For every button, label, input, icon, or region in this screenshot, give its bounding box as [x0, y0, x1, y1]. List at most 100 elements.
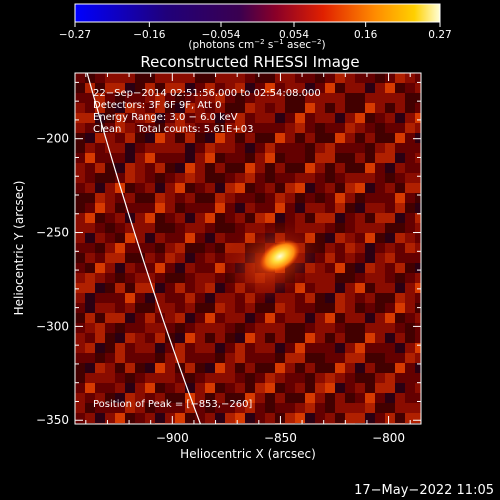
image-pixel	[235, 403, 245, 413]
image-pixel	[295, 293, 305, 303]
image-pixel	[265, 403, 275, 413]
image-pixel	[375, 163, 385, 173]
image-pixel	[125, 153, 135, 163]
image-pixel	[405, 273, 415, 283]
image-pixel	[345, 103, 355, 113]
image-pixel	[185, 293, 195, 303]
image-pixel	[275, 153, 285, 163]
image-pixel	[135, 293, 145, 303]
image-pixel	[365, 123, 375, 133]
image-pixel	[165, 373, 175, 383]
annotation-time-range: 22−Sep−2014 02:51:56.000 to 02:54:08.000	[93, 88, 321, 99]
image-pixel	[175, 133, 185, 143]
image-pixel	[295, 313, 305, 323]
image-pixel	[315, 293, 325, 303]
image-pixel	[175, 93, 185, 103]
image-pixel	[415, 293, 421, 303]
image-pixel	[245, 163, 255, 173]
image-pixel	[115, 313, 125, 323]
image-pixel	[115, 273, 125, 283]
image-pixel	[375, 313, 385, 323]
image-pixel	[335, 143, 345, 153]
image-pixel	[325, 243, 335, 253]
image-pixel	[365, 73, 375, 83]
image-pixel	[305, 153, 315, 163]
image-pixel	[245, 173, 255, 183]
image-pixel	[415, 413, 421, 423]
image-pixel	[135, 333, 145, 343]
image-pixel	[145, 123, 155, 133]
image-pixel	[245, 113, 255, 123]
image-pixel	[275, 133, 285, 143]
image-pixel	[305, 413, 315, 423]
image-pixel	[155, 323, 165, 333]
image-pixel	[315, 213, 325, 223]
image-pixel	[185, 153, 195, 163]
image-pixel	[185, 193, 195, 203]
image-pixel	[185, 73, 195, 83]
image-pixel	[255, 343, 265, 353]
image-pixel	[215, 193, 225, 203]
image-pixel	[145, 113, 155, 123]
image-pixel	[155, 293, 165, 303]
image-pixel	[155, 353, 165, 363]
image-pixel	[375, 263, 385, 273]
image-pixel	[295, 103, 305, 113]
image-pixel	[365, 343, 375, 353]
image-pixel	[185, 213, 195, 223]
image-pixel	[385, 303, 395, 313]
image-pixel	[195, 133, 205, 143]
image-pixel	[225, 383, 235, 393]
image-pixel	[245, 353, 255, 363]
image-pixel	[155, 193, 165, 203]
peak-source	[259, 239, 301, 273]
image-pixel	[95, 403, 105, 413]
image-pixel	[305, 353, 315, 363]
image-pixel	[245, 73, 255, 83]
image-pixel	[115, 303, 125, 313]
image-pixel	[395, 343, 405, 353]
image-pixel	[95, 393, 105, 403]
image-pixel	[145, 413, 155, 423]
image-pixel	[185, 233, 195, 243]
image-pixel	[375, 103, 385, 113]
image-pixel	[195, 173, 205, 183]
image-pixel	[95, 263, 105, 273]
image-pixel	[195, 163, 205, 173]
image-pixel	[225, 113, 235, 123]
image-pixel	[395, 113, 405, 123]
image-pixel	[295, 303, 305, 313]
image-pixel	[215, 373, 225, 383]
image-pixel	[105, 383, 115, 393]
image-pixel	[385, 373, 395, 383]
image-pixel	[155, 333, 165, 343]
image-pixel	[345, 283, 355, 293]
image-pixel	[355, 173, 365, 183]
image-pixel	[305, 103, 315, 113]
image-pixel	[95, 173, 105, 183]
image-pixel	[345, 213, 355, 223]
image-pixel	[275, 173, 285, 183]
image-pixel	[125, 343, 135, 353]
image-pixel	[155, 363, 165, 373]
image-pixel	[295, 183, 305, 193]
image-pixel	[345, 203, 355, 213]
image-pixel	[335, 293, 345, 303]
image-pixel	[295, 403, 305, 413]
image-pixel	[205, 293, 215, 303]
image-pixel	[185, 283, 195, 293]
image-pixel	[155, 273, 165, 283]
image-pixel	[165, 133, 175, 143]
image-pixel	[205, 243, 215, 253]
image-pixel	[325, 313, 335, 323]
image-pixel	[365, 393, 375, 403]
image-pixel	[125, 223, 135, 233]
image-pixel	[215, 343, 225, 353]
image-pixel	[155, 173, 165, 183]
image-pixel	[135, 83, 145, 93]
image-pixel	[105, 403, 115, 413]
image-pixel	[235, 313, 245, 323]
image-pixel	[405, 213, 415, 223]
image-pixel	[345, 133, 355, 143]
image-pixel	[165, 193, 175, 203]
